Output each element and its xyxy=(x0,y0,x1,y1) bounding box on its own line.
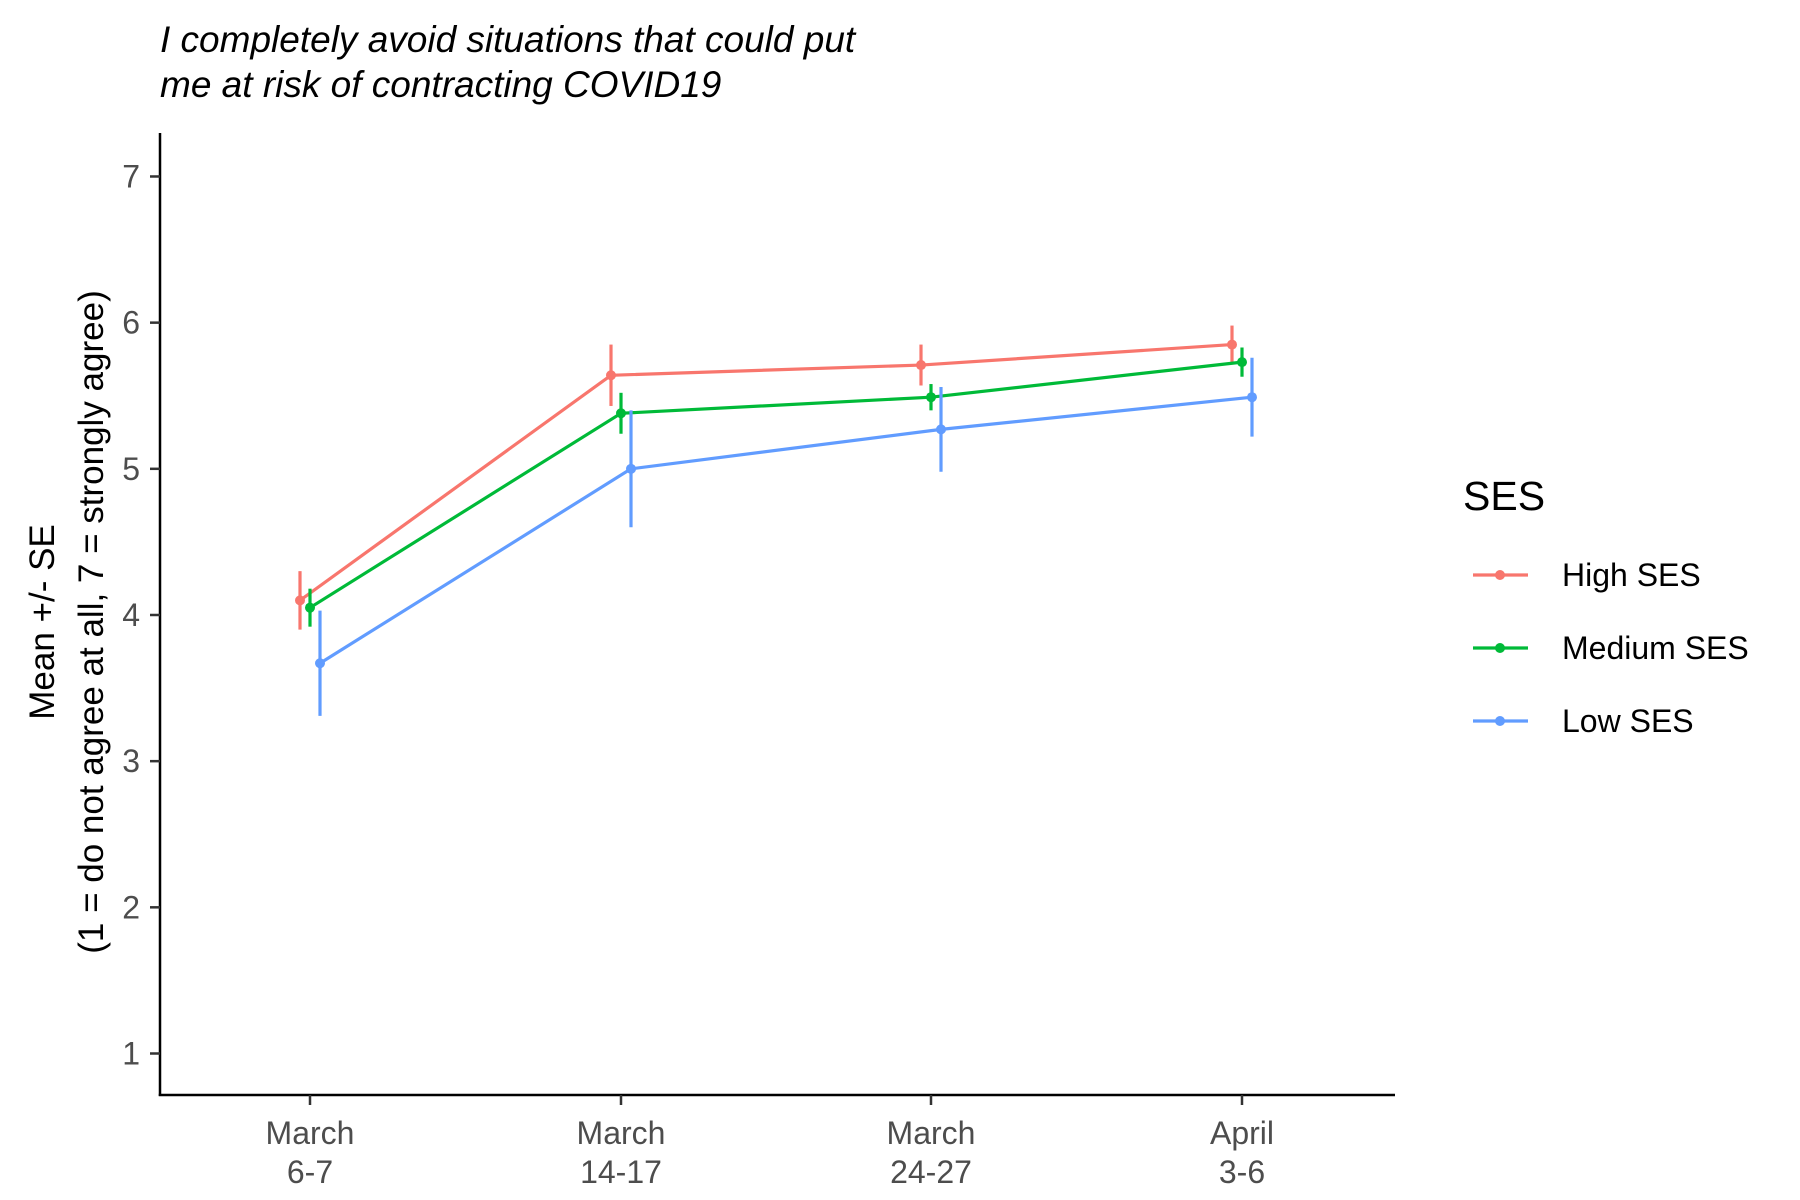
series-low-ses xyxy=(315,357,1257,716)
data-point xyxy=(916,360,926,371)
plot-series xyxy=(295,325,1257,716)
x-tick-label: 3-6 xyxy=(1219,1154,1265,1190)
series-line xyxy=(309,360,1243,610)
legend-label: High SES xyxy=(1562,557,1701,593)
legend-key-point xyxy=(1495,716,1505,726)
chart-title-line-1: I completely avoid situations that could… xyxy=(160,19,857,60)
y-tick-label: 5 xyxy=(122,451,140,487)
data-point xyxy=(936,424,946,435)
y-tick-label: 2 xyxy=(122,889,140,925)
y-tick-label: 4 xyxy=(122,597,140,633)
x-tick-label: 6-7 xyxy=(287,1154,333,1190)
y-axis-label: Mean +/- SE (1 = do not agree at all, 7 … xyxy=(23,290,111,953)
y-tick-label: 7 xyxy=(122,158,140,194)
legend-items: High SES Medium SES Low SES xyxy=(1473,557,1749,739)
legend-label: Medium SES xyxy=(1562,630,1749,666)
data-point xyxy=(295,595,305,606)
x-tick-label: March xyxy=(266,1115,355,1151)
legend-title: SES xyxy=(1463,473,1545,519)
legend-label: Low SES xyxy=(1562,703,1694,739)
legend-key-point xyxy=(1495,570,1505,580)
legend: SES High SES Medium SES Low SES xyxy=(1463,473,1749,739)
y-tick-label: 6 xyxy=(122,305,140,341)
series-line xyxy=(299,342,1233,602)
data-point xyxy=(1237,357,1247,368)
x-tick-label: 14-17 xyxy=(580,1154,662,1190)
data-point xyxy=(315,658,325,669)
x-tick-label: March xyxy=(887,1115,976,1151)
legend-key-point xyxy=(1495,643,1505,653)
series-medium-ses xyxy=(305,347,1247,627)
chart-title-line-2: me at risk of contracting COVID19 xyxy=(160,64,721,105)
series-line xyxy=(319,395,1253,665)
data-point xyxy=(606,370,616,381)
legend-item: High SES xyxy=(1473,557,1701,593)
x-tick-label: March xyxy=(577,1115,666,1151)
data-point xyxy=(626,463,636,474)
y-tick-label: 1 xyxy=(122,1036,140,1072)
x-tick-label: April xyxy=(1210,1115,1274,1151)
y-axis-ticks: 1 2 3 4 5 6 7 xyxy=(122,158,160,1072)
y-axis-label-line-1: Mean +/- SE xyxy=(23,524,62,720)
data-point xyxy=(1247,392,1257,403)
y-axis-label-line-2: (1 = do not agree at all, 7 = strongly a… xyxy=(72,290,111,953)
data-point xyxy=(616,408,626,419)
data-point xyxy=(926,392,936,403)
data-point xyxy=(1227,339,1237,350)
data-point xyxy=(305,602,315,613)
legend-item: Medium SES xyxy=(1473,630,1749,666)
x-tick-label: 24-27 xyxy=(890,1154,972,1190)
y-tick-label: 3 xyxy=(122,743,140,779)
series-high-ses xyxy=(295,325,1237,630)
legend-item: Low SES xyxy=(1473,703,1694,739)
